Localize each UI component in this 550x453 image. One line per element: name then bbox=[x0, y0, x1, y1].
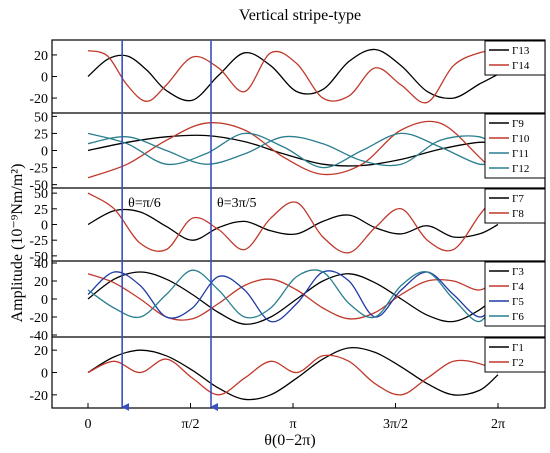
y-tick-label: 20 bbox=[34, 275, 48, 290]
legend-label: Γ9 bbox=[512, 118, 524, 130]
legend: Γ3 Γ4 Γ5 Γ6 bbox=[484, 261, 546, 327]
y-tick-label: 50 bbox=[34, 187, 48, 202]
legend-label: Γ12 bbox=[512, 163, 529, 175]
y-tick-label: 0 bbox=[41, 293, 48, 308]
y-tick-label: 0 bbox=[41, 71, 48, 86]
y-tick-label: -50 bbox=[29, 179, 48, 194]
legend-label: Γ5 bbox=[512, 296, 524, 308]
legend-label: Γ7 bbox=[512, 193, 524, 205]
y-tick-label: -25 bbox=[29, 234, 48, 249]
series-line-Γ5 bbox=[87, 270, 499, 323]
y-tick-label: 0 bbox=[41, 145, 48, 160]
series-line-Γ12 bbox=[87, 135, 499, 167]
series-line-Γ7 bbox=[87, 208, 499, 241]
legend-label: Γ6 bbox=[512, 311, 524, 323]
marker-label: θ=3π/5 bbox=[217, 196, 257, 211]
legend-label: Γ3 bbox=[512, 266, 524, 278]
y-tick-label: 0 bbox=[41, 367, 48, 382]
y-tick-label: -40 bbox=[29, 329, 48, 344]
legend-label: Γ2 bbox=[512, 357, 524, 369]
x-tick-label: π/2 bbox=[182, 417, 200, 432]
legend-box bbox=[484, 40, 546, 76]
x-tick-label: 0 bbox=[85, 417, 92, 432]
marker-label: θ=π/6 bbox=[128, 196, 161, 211]
legend-label: Γ1 bbox=[512, 342, 524, 354]
series-line-Γ13 bbox=[87, 48, 499, 102]
y-tick-label: 50 bbox=[34, 110, 48, 125]
series-line-Γ4 bbox=[87, 273, 499, 321]
y-tick-label: -20 bbox=[29, 389, 48, 404]
legend-label: Γ4 bbox=[512, 281, 524, 293]
legend-label: Γ10 bbox=[512, 133, 530, 145]
legend-label: Γ11 bbox=[512, 148, 529, 160]
y-tick-label: -20 bbox=[29, 311, 48, 326]
y-tick-label: -25 bbox=[29, 162, 48, 177]
series-line-Γ1 bbox=[87, 346, 499, 401]
series-line-Γ2 bbox=[87, 354, 499, 396]
y-tick-label: 0 bbox=[41, 219, 48, 234]
legend-box bbox=[484, 337, 546, 373]
y-tick-label: 25 bbox=[34, 203, 48, 218]
y-tick-label: 20 bbox=[34, 344, 48, 359]
x-tick-label: 3π/2 bbox=[383, 417, 408, 432]
series-line-Γ3 bbox=[87, 271, 499, 325]
legend-label: Γ8 bbox=[512, 208, 524, 220]
series-line-Γ6 bbox=[87, 269, 499, 323]
x-tick-label: π bbox=[289, 417, 296, 432]
series-line-Γ10 bbox=[87, 120, 499, 179]
y-tick-label: 40 bbox=[34, 257, 48, 272]
panel-2: -50 -25 0 25 50 Γ9 Γ10 Γ11 Γ12 bbox=[29, 110, 546, 194]
series-line-Γ11 bbox=[87, 132, 499, 169]
legend: Γ9 Γ10 Γ11 Γ12 bbox=[484, 113, 546, 179]
y-axis-label: Amplitude (10⁻⁹Nm/m²) bbox=[9, 164, 26, 323]
x-axis-label: θ(0−2π) bbox=[264, 432, 315, 449]
y-tick-label: 25 bbox=[34, 127, 48, 142]
chart-title: Vertical stripe-type bbox=[239, 7, 361, 24]
legend-label: Γ13 bbox=[512, 45, 530, 57]
panel-4: -40 -20 0 20 40 Γ3 Γ4 Γ5 Γ6 bbox=[29, 257, 546, 344]
legend-label: Γ14 bbox=[512, 60, 530, 72]
x-tick-label: 2π bbox=[491, 417, 505, 432]
series-line-Γ14 bbox=[87, 49, 499, 104]
legend-box bbox=[484, 188, 546, 224]
y-tick-label: 20 bbox=[34, 49, 48, 64]
y-tick-label: -20 bbox=[29, 92, 48, 107]
series-line-Γ8 bbox=[87, 191, 499, 254]
y-tick-label: -50 bbox=[29, 250, 48, 265]
